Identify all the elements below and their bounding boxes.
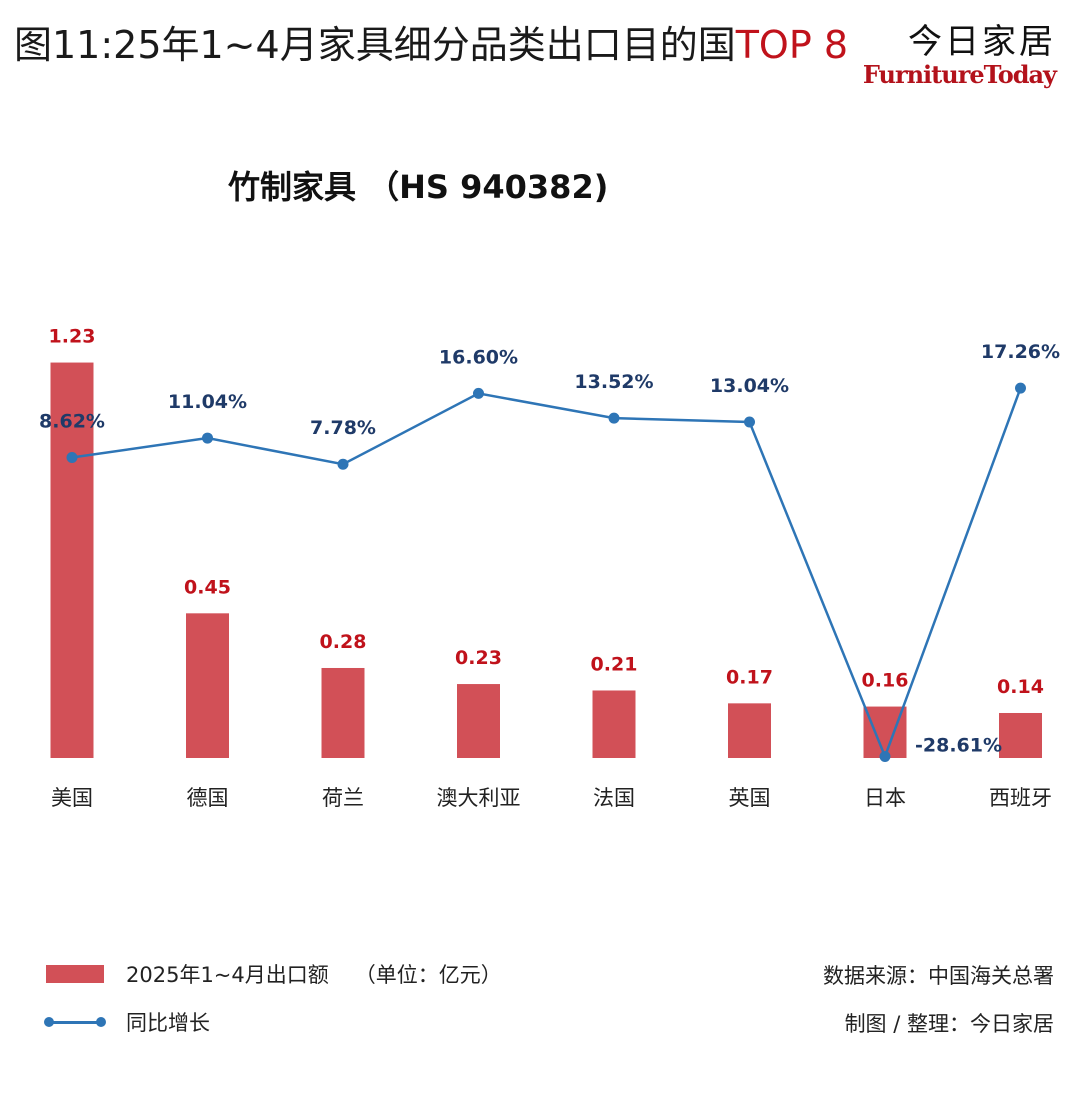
- bar-value-label-1: 0.45: [184, 576, 231, 598]
- bar-value-label-5: 0.17: [726, 666, 773, 688]
- page-title-accent: TOP 8: [735, 23, 849, 67]
- legend-bar-label: 2025年1~4月出口额: [126, 963, 329, 987]
- chart-credit: 制图 / 整理：今日家居: [844, 1012, 1054, 1036]
- x-tick-label-1: 德国: [187, 786, 229, 810]
- bar-7: [999, 712, 1042, 758]
- x-tick-label-4: 法国: [593, 786, 635, 810]
- page-title-main: 图11:25年1~4月家具细分品类出口目的国: [14, 23, 736, 67]
- legend-item-bar: 2025年1~4月出口额 （单位：亿元）: [46, 950, 502, 998]
- bar-0: [50, 362, 94, 758]
- legend-unit-note: （单位：亿元）: [354, 963, 502, 987]
- growth-point-0: [66, 452, 78, 463]
- legend: 2025年1~4月出口额 （单位：亿元） 同比增长: [44, 950, 502, 1046]
- chart-title: 竹制家具 （HS 940382): [228, 168, 609, 206]
- growth-point-1: [202, 432, 213, 444]
- legend-line-swatch: [44, 1013, 106, 1031]
- bar-value-label-4: 0.21: [591, 653, 638, 675]
- bar-2: [321, 667, 365, 758]
- bar-line-chart: 1.23 0.45 0.28 0.23 0.21 0.17 0.16 0.14 美国 德国 荷兰 澳大…: [39, 326, 1060, 810]
- data-source: 数据来源：中国海关总署: [823, 964, 1054, 988]
- growth-value-label-2: 7.78%: [310, 417, 376, 439]
- x-tick-label-5: 英国: [729, 786, 771, 810]
- brand-logo-cn: 今日家居: [908, 22, 1056, 62]
- x-tick-label-0: 美国: [51, 786, 93, 810]
- growth-value-label-1: 11.04%: [168, 391, 247, 413]
- page-title: 图11:25年1~4月家具细分品类出口目的国TOP 8: [14, 14, 848, 69]
- growth-value-label-7: 17.26%: [981, 341, 1060, 363]
- bar-value-label-6: 0.16: [862, 670, 909, 692]
- growth-point-3: [473, 387, 484, 399]
- footer: 数据来源：中国海关总署 制图 / 整理：今日家居: [823, 952, 1054, 1048]
- growth-point-2: [337, 458, 349, 470]
- growth-value-label-0: 8.62%: [39, 411, 105, 433]
- x-tick-label-3: 澳大利亚: [437, 786, 521, 810]
- growth-point-7: [1015, 382, 1026, 394]
- bar-3: [457, 684, 500, 758]
- growth-point-5: [744, 416, 755, 428]
- growth-value-label-4: 13.52%: [574, 371, 653, 393]
- bar-value-label-0: 1.23: [49, 326, 96, 348]
- growth-point-4: [608, 412, 620, 424]
- legend-item-line: 同比增长: [44, 998, 502, 1046]
- growth-line: [71, 387, 1022, 760]
- bar-value-label-2: 0.28: [320, 631, 367, 653]
- growth-value-label-3: 16.60%: [439, 346, 518, 368]
- growth-value-label-6: -28.61%: [915, 734, 1002, 756]
- x-tick-label-7: 西班牙: [989, 786, 1052, 810]
- brand-logo-en: FurnitureToday: [862, 60, 1057, 89]
- bar-1: [186, 613, 229, 758]
- growth-point-6: [879, 750, 891, 762]
- growth-value-label-5: 13.04%: [710, 375, 789, 397]
- x-tick-label-2: 荷兰: [322, 786, 364, 810]
- bar-value-label-3: 0.23: [455, 647, 502, 669]
- legend-bar-swatch: [46, 965, 104, 983]
- x-tick-label-6: 日本: [864, 786, 906, 810]
- bar-value-label-7: 0.14: [997, 676, 1044, 698]
- legend-line-label: 同比增长: [126, 1011, 210, 1035]
- bar-4: [592, 690, 636, 758]
- bar-5: [728, 703, 771, 758]
